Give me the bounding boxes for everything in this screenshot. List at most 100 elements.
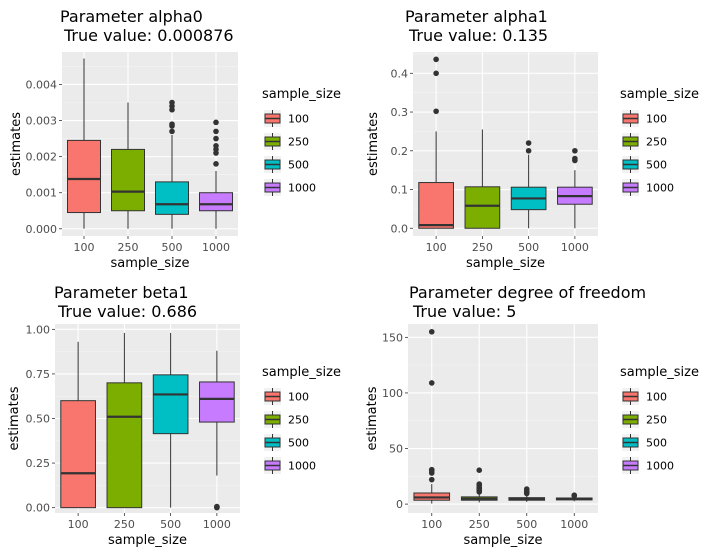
y-tick-label: 0.001	[26, 187, 58, 200]
legend-title: sample_size	[262, 365, 341, 380]
legend-key-1000	[264, 457, 281, 474]
legend-key-250	[622, 411, 639, 428]
y-tick-label: 0.75	[26, 368, 51, 381]
chart-title: Parameter beta1	[54, 283, 189, 302]
box-iqr	[60, 400, 96, 509]
legend-key-500	[264, 156, 281, 173]
legend-label: 500	[288, 437, 309, 450]
x-tick-label: 100	[426, 241, 447, 254]
y-tick-label: 0.50	[26, 413, 51, 426]
box-iqr	[111, 148, 145, 212]
chart-panel-3	[52, 324, 281, 516]
box-250	[464, 129, 501, 229]
y-tick-label: 0.004	[26, 78, 58, 91]
legend-key-100	[622, 388, 639, 405]
box-1000	[199, 350, 235, 511]
outlier-point	[572, 147, 578, 154]
box-100	[60, 341, 96, 509]
y-axis-label: estimates	[366, 112, 381, 176]
y-tick-label: 0.3	[391, 106, 409, 119]
chart-subtitle: True value: 5	[412, 302, 516, 321]
legend-key-250	[622, 133, 639, 150]
outlier-point	[433, 108, 439, 115]
x-tick-label: 1000	[561, 241, 589, 254]
legend-label: 100	[646, 391, 667, 404]
chart-panel-4	[405, 324, 639, 516]
outlier-point	[428, 328, 435, 335]
legend-label: 100	[288, 391, 309, 404]
x-tick-label: 500	[160, 518, 181, 531]
outlier-point	[523, 486, 530, 492]
box-iqr	[199, 192, 233, 212]
legend-label: 1000	[288, 460, 316, 473]
x-tick-label: 250	[469, 518, 490, 531]
outlier-point	[428, 380, 435, 386]
legend-label: 250	[288, 136, 309, 149]
legend-key-250	[264, 411, 281, 428]
legend-key-100	[264, 110, 281, 127]
legend-title: sample_size	[620, 87, 699, 102]
box-250	[106, 332, 143, 509]
box-iqr	[67, 139, 101, 214]
outlier-point	[213, 143, 219, 149]
outlier-point	[213, 161, 219, 167]
legend-label: 100	[288, 113, 309, 126]
outlier-point	[433, 70, 439, 77]
outlier-point	[169, 99, 175, 106]
x-tick-label: 100	[68, 518, 89, 531]
outlier-point	[476, 467, 483, 473]
chart-subtitle: True value: 0.000876	[63, 26, 234, 45]
outlier-point	[433, 56, 439, 63]
legend-label: 500	[646, 159, 667, 172]
x-tick-label: 1000	[202, 241, 230, 254]
plot-panel	[408, 324, 598, 513]
legend-key-100	[264, 388, 281, 405]
box-100	[413, 328, 451, 504]
y-axis-label: estimates	[7, 386, 22, 450]
box-1000	[555, 492, 593, 502]
box-iqr	[155, 181, 189, 215]
legend-label: 250	[646, 136, 667, 149]
legend-key-100	[622, 110, 639, 127]
outlier-point	[572, 155, 578, 162]
x-tick-label: 250	[114, 518, 135, 531]
outlier-point	[213, 135, 219, 142]
y-tick-label: 0.2	[391, 145, 409, 158]
outlier-point	[525, 140, 532, 146]
chart-panel-2	[410, 52, 639, 239]
outlier-point	[428, 466, 435, 473]
y-tick-label: 0.0	[391, 222, 409, 235]
y-tick-label: 0	[396, 498, 403, 511]
chart-panel-1	[59, 52, 281, 239]
chart-title: Parameter degree of freedom	[409, 283, 646, 302]
legend-key-500	[622, 434, 639, 451]
box-100	[67, 58, 101, 229]
outlier-point	[214, 503, 220, 510]
x-tick-label: 500	[162, 241, 183, 254]
y-tick-label: 0.00	[26, 502, 51, 515]
box-1000	[199, 119, 233, 229]
legend-key-1000	[622, 179, 639, 196]
y-tick-label: 1.00	[26, 323, 51, 336]
box-250	[111, 102, 145, 229]
x-tick-label: 100	[74, 241, 95, 254]
x-tick-label: 1000	[203, 518, 231, 531]
x-axis-label: sample_size	[464, 533, 543, 548]
y-tick-label: 150	[382, 331, 403, 344]
legend-label: 1000	[646, 460, 674, 473]
chart-subtitle: True value: 0.686	[57, 302, 197, 321]
legend-key-1000	[622, 457, 639, 474]
outlier-point	[169, 128, 175, 135]
outlier-point	[571, 492, 578, 499]
box-500	[510, 140, 547, 229]
outlier-point	[213, 128, 219, 135]
y-tick-label: 0.25	[26, 457, 51, 470]
x-tick-label: 500	[516, 518, 537, 531]
box-iqr	[464, 186, 501, 229]
y-tick-label: 0.003	[26, 115, 58, 128]
x-tick-label: 1000	[560, 518, 588, 531]
legend-label: 500	[288, 159, 309, 172]
legend-label: 100	[646, 113, 667, 126]
outlier-point	[525, 147, 532, 154]
